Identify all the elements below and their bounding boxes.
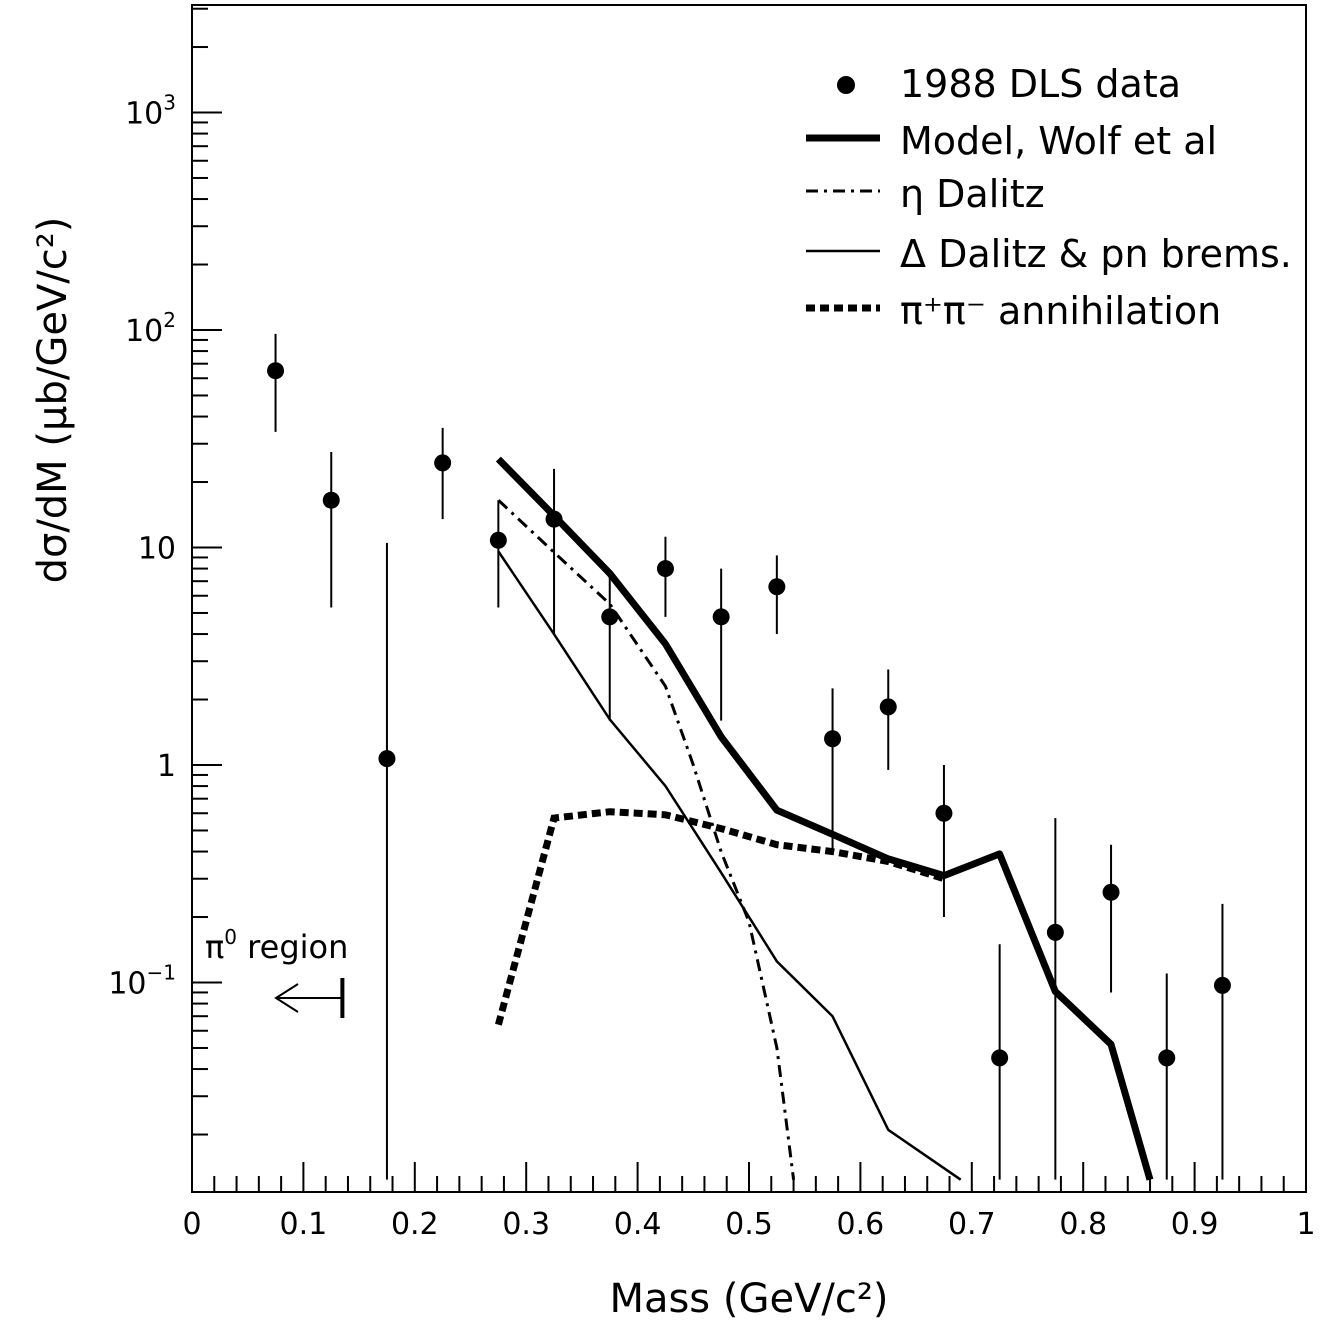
x-axis-title: Mass (GeV/c²) bbox=[609, 1276, 888, 1322]
legend-label: π⁺π⁻ annihilation bbox=[900, 289, 1221, 333]
x-tick-label: 0.4 bbox=[614, 1207, 662, 1242]
data-point bbox=[1158, 1049, 1176, 1067]
y-tick-label: 10−1 bbox=[108, 961, 176, 1002]
y-tick-label: 10 bbox=[138, 532, 176, 567]
legend: 1988 DLS data Model, Wolf et al η Dalitz Δ … bbox=[806, 62, 1292, 333]
data-point bbox=[1213, 976, 1231, 994]
pi0-region-annotation: π0 region bbox=[205, 925, 348, 1018]
legend-label: 1988 DLS data bbox=[900, 62, 1181, 106]
y-tick-label: 1 bbox=[157, 749, 176, 784]
legend-label: Δ Dalitz & pn brems. bbox=[900, 232, 1292, 276]
data-point bbox=[879, 698, 897, 716]
data-point bbox=[1046, 923, 1064, 941]
data-point bbox=[378, 750, 396, 768]
series-line-3 bbox=[497, 550, 962, 1181]
legend-marker-points bbox=[837, 76, 855, 94]
data-point bbox=[768, 578, 786, 596]
data-points bbox=[267, 333, 1231, 1180]
x-axis: 0 0.1 0.2 0.3 0.4 0.5 0.6 0.7 0.8 0.9 1 bbox=[182, 1162, 1316, 1242]
legend-label: Model, Wolf et al bbox=[900, 119, 1217, 163]
data-point bbox=[656, 560, 674, 578]
plot-frame bbox=[191, 4, 1307, 1193]
data-point bbox=[545, 510, 563, 528]
data-point bbox=[935, 804, 953, 822]
region-arrow-head bbox=[274, 983, 299, 1013]
x-tick-label: 0.5 bbox=[725, 1207, 773, 1242]
y-axis: 10−1 1 10 102 103 bbox=[108, 7, 222, 1136]
y-tick-label: 103 bbox=[125, 91, 176, 132]
x-tick-label: 0.3 bbox=[502, 1207, 550, 1242]
data-point bbox=[322, 491, 340, 509]
x-tick-label: 0.1 bbox=[280, 1207, 328, 1242]
x-tick-label: 0.7 bbox=[948, 1207, 996, 1242]
data-point bbox=[991, 1049, 1009, 1067]
data-point bbox=[1102, 883, 1120, 901]
data-point bbox=[824, 730, 842, 748]
x-tick-label: 0.8 bbox=[1059, 1207, 1107, 1242]
x-tick-label: 0.2 bbox=[391, 1207, 439, 1242]
x-tick-label: 0 bbox=[182, 1207, 201, 1242]
x-tick-label: 0.6 bbox=[837, 1207, 885, 1242]
data-point bbox=[712, 608, 730, 626]
x-tick-label: 0.9 bbox=[1171, 1207, 1219, 1242]
x-tick-label: 1 bbox=[1296, 1207, 1315, 1242]
y-tick-label: 102 bbox=[125, 308, 176, 349]
data-point bbox=[267, 362, 285, 380]
series-line-4 bbox=[495, 808, 946, 1026]
data-point bbox=[489, 531, 507, 549]
series-line-1 bbox=[495, 456, 1154, 1181]
series-layer bbox=[495, 456, 1154, 1181]
annotation-label: π0 region bbox=[205, 925, 348, 966]
y-axis-title: dσ/dM (μb/GeV/c²) bbox=[30, 217, 76, 584]
series-line-2 bbox=[497, 499, 796, 1180]
legend-label: η Dalitz bbox=[900, 172, 1045, 216]
data-point bbox=[601, 608, 619, 626]
data-point bbox=[434, 454, 452, 472]
